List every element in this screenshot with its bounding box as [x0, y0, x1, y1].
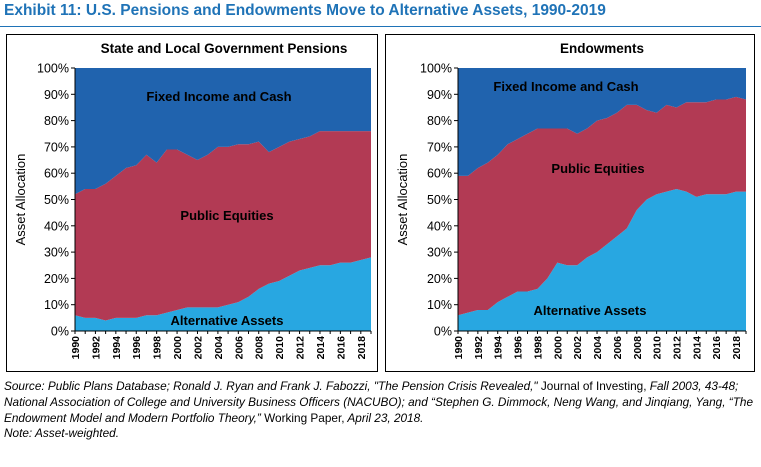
endowments-x-tick-label: 2000: [552, 336, 564, 360]
source-text-c: Fall 2003, 43-48; National Association o…: [4, 379, 754, 425]
endowments-x-tick-label: 1990: [453, 336, 465, 360]
pensions-annotation-alternative: Alternative Assets: [171, 313, 284, 328]
endowments-y-tick-label: 60%: [427, 167, 452, 181]
endowments-y-tick-label: 80%: [427, 114, 452, 128]
endowments-y-tick-label: 100%: [420, 62, 452, 76]
endowments-x-tick-label: 2002: [572, 336, 584, 360]
endowments-chart: Endowments 0% 10% 20% 30% 40% 50% 60% 70% 80% 90% 1…: [395, 41, 747, 360]
source-text-a: Source: Public Plans Database; Ronald J.…: [4, 379, 538, 393]
pensions-chart-title: State and Local Government Pensions: [101, 41, 348, 56]
pensions-x-tick-label: 1990: [70, 336, 82, 360]
endowments-x-tick-label: 1994: [493, 336, 505, 360]
pensions-area-alternative: [75, 257, 371, 331]
endowments-x-tick-label: 2014: [691, 336, 703, 360]
endowments-x-tick-label: 2018: [731, 336, 743, 360]
pensions-panel: State and Local Government Pensions 0% 10%…: [6, 34, 378, 372]
pensions-x-tick-label: 1992: [90, 336, 102, 360]
endowments-y-tick-label: 70%: [427, 140, 452, 154]
pensions-y-tick-label: 50%: [44, 193, 69, 207]
pensions-x-tick-label: 1994: [111, 336, 123, 360]
endowments-annotation-fixed-income: Fixed Income and Cash: [493, 79, 638, 94]
endowments-y-tick-label: 30%: [427, 246, 452, 260]
exhibit-title: Exhibit 11: U.S. Pensions and Endowments…: [4, 2, 606, 19]
source-note: Source: Public Plans Database; Ronald J.…: [4, 379, 756, 442]
endowments-x-tick-label: 1998: [532, 336, 544, 360]
endowments-y-tick-label: 50%: [427, 193, 452, 207]
endowments-x-tick-label: 2012: [671, 336, 683, 360]
pensions-x-tick-label: 2018: [356, 336, 368, 360]
endowments-annotation-equities: Public Equities: [551, 161, 644, 176]
endowments-y-axis-label: Asset Allocation: [395, 154, 410, 246]
endowments-panel: Endowments 0% 10% 20% 30% 40% 50% 60% 70% 80% 90% 1…: [385, 34, 755, 372]
source-text-b: Journal of Investing,: [537, 379, 647, 393]
endowments-y-tick-label: 10%: [427, 298, 452, 312]
pensions-y-axis-label: Asset Allocation: [13, 154, 28, 246]
title-rule: [0, 26, 761, 27]
pensions-x-tick-label: 2010: [274, 336, 286, 360]
endowments-y-tick-label: 0%: [434, 325, 452, 339]
endowments-y-tick-label: 40%: [427, 219, 452, 233]
endowments-x-tick-label: 2008: [632, 336, 644, 360]
endowments-area-alternative: [458, 188, 746, 331]
pensions-annotation-fixed-income: Fixed Income and Cash: [146, 89, 291, 104]
endowments-y-tick-label: 20%: [427, 272, 452, 286]
source-text-e: April 23, 2018.: [344, 410, 424, 425]
pensions-annotation-equities: Public Equities: [180, 208, 273, 223]
endowments-x-tick-label: 2010: [652, 336, 664, 360]
pensions-x-tick-label: 2000: [172, 336, 184, 360]
note-text: Note: Asset-weighted.: [4, 426, 119, 441]
pensions-y-tick-label: 40%: [44, 219, 69, 233]
pensions-y-tick-label: 10%: [44, 298, 69, 312]
pensions-y-tick-label: 60%: [44, 167, 69, 181]
pensions-y-tick-label: 30%: [44, 246, 69, 260]
pensions-y-tick-label: 20%: [44, 272, 69, 286]
endowments-area-fixed-income: [458, 68, 746, 176]
endowments-x-tick-label: 2016: [711, 336, 723, 360]
pensions-x-tick-label: 2008: [254, 336, 266, 360]
endowments-x-tick-label: 2004: [592, 336, 604, 360]
pensions-y-tick-label: 80%: [44, 114, 69, 128]
endowments-x-tick-label: 2006: [612, 336, 624, 360]
pensions-y-tick-label: 70%: [44, 140, 69, 154]
pensions-x-tick-label: 2004: [213, 336, 225, 360]
pensions-y-tick-label: 90%: [44, 88, 69, 102]
pensions-x-tick-label: 2016: [335, 336, 347, 360]
endowments-x-tick-label: 1996: [513, 336, 525, 360]
pensions-y-tick-label: 0%: [51, 325, 69, 339]
source-text-d: Working Paper,: [260, 410, 345, 425]
endowments-y-tick-label: 90%: [427, 88, 452, 102]
pensions-x-tick-label: 2002: [192, 336, 204, 360]
endowments-area-equities: [458, 96, 746, 316]
pensions-chart: State and Local Government Pensions 0% 10%…: [13, 41, 372, 360]
pensions-x-tick-label: 2014: [315, 336, 327, 360]
pensions-x-tick-label: 1996: [131, 336, 143, 360]
pensions-x-tick-label: 2006: [233, 336, 245, 360]
pensions-x-tick-label: 1998: [152, 336, 164, 360]
endowments-chart-title: Endowments: [560, 41, 644, 56]
pensions-area-fixed-income: [75, 68, 371, 195]
pensions-area-equities: [75, 131, 371, 321]
endowments-x-tick-label: 1992: [473, 336, 485, 360]
endowments-annotation-alternative: Alternative Assets: [534, 303, 647, 318]
pensions-x-tick-label: 2012: [295, 336, 307, 360]
pensions-y-tick-label: 100%: [37, 62, 69, 76]
